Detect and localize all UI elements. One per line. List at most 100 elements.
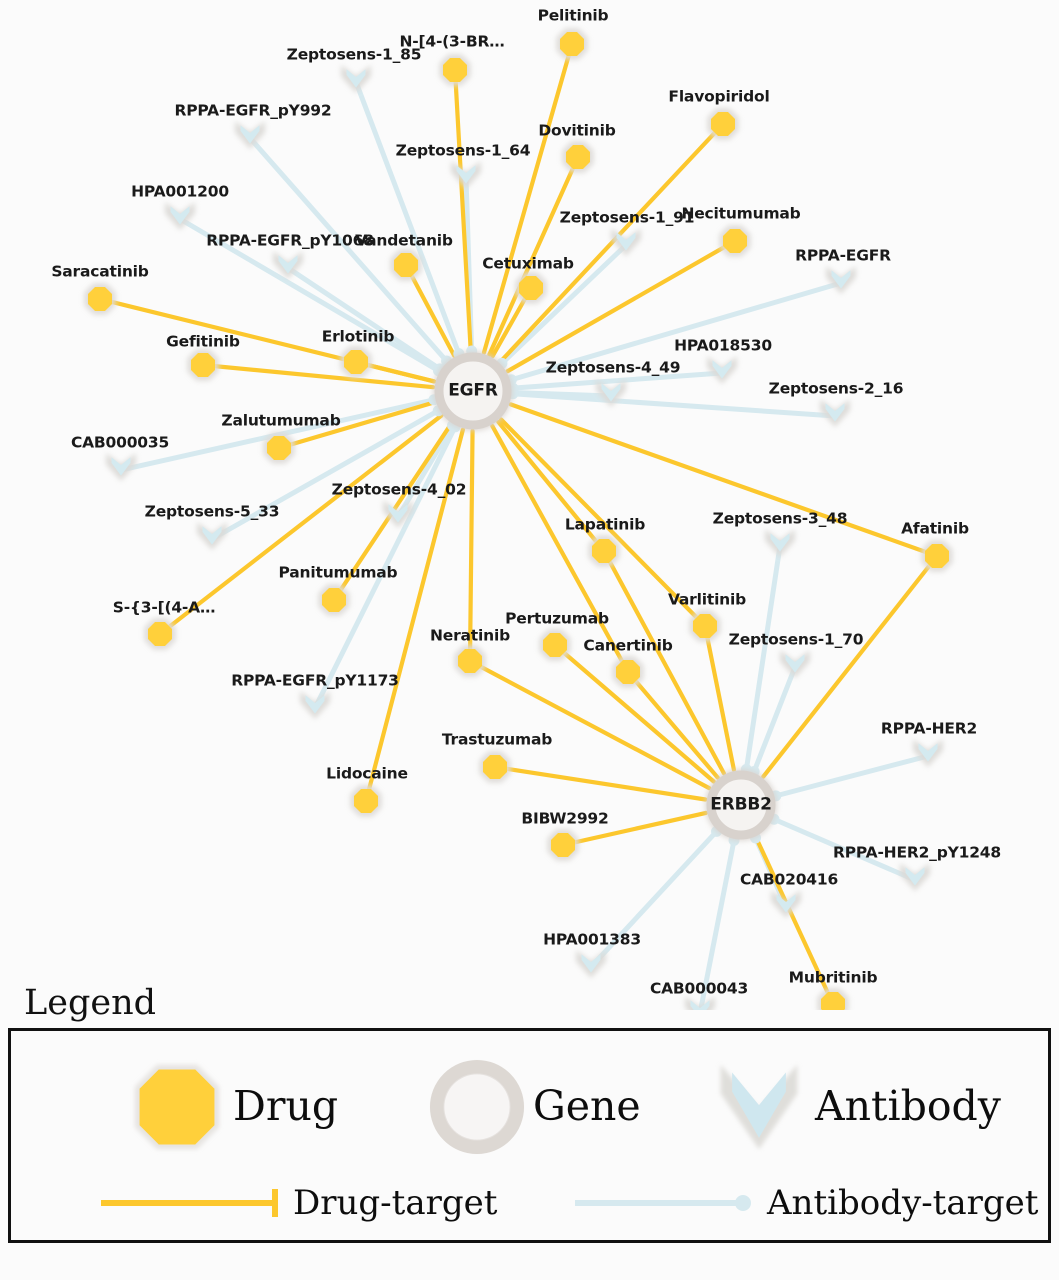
drug-node-octagon <box>692 613 718 639</box>
drug-node-octagon <box>559 31 585 57</box>
antibody-label: CAB000035 <box>70 433 170 452</box>
network-graph[interactable] <box>0 0 1059 1010</box>
drug-node[interactable] <box>187 349 219 381</box>
edge <box>601 548 727 776</box>
drug-node[interactable] <box>144 618 176 650</box>
nodes-layer <box>84 28 953 1010</box>
antibody-label: RPPA-EGFR_pY992 <box>174 101 332 120</box>
edge <box>560 810 708 848</box>
antibody-node[interactable] <box>451 161 481 189</box>
edge <box>498 121 726 364</box>
antibody-node[interactable] <box>576 950 606 978</box>
drug-node[interactable] <box>612 656 644 688</box>
drug-node[interactable] <box>350 785 382 817</box>
drug-label: BIBW2992 <box>521 809 609 828</box>
gene-node[interactable] <box>705 769 777 841</box>
edge <box>209 408 441 542</box>
antibody-node[interactable] <box>765 529 795 557</box>
drug-label: Cetuximab <box>482 254 574 273</box>
legend-item-antibody-target: Antibody-target <box>571 1183 1038 1223</box>
drug-node-octagon <box>190 352 216 378</box>
drug-octagon-icon <box>134 1064 220 1149</box>
antibody-node[interactable] <box>611 228 641 256</box>
antibody-node[interactable] <box>197 522 227 550</box>
antibody-node[interactable] <box>106 453 136 481</box>
gene-node[interactable] <box>433 351 513 431</box>
drug-node[interactable] <box>707 108 739 140</box>
drug-node[interactable] <box>817 988 849 1010</box>
gene-node-core <box>716 780 766 830</box>
drug-label: Neratinib <box>430 626 510 645</box>
antibody-node[interactable] <box>780 650 810 678</box>
antibody-node-chevron <box>776 894 796 913</box>
edge <box>743 543 783 772</box>
antibody-node-chevron <box>690 1000 710 1010</box>
edge <box>177 216 442 374</box>
drug-node[interactable] <box>921 540 953 572</box>
drug-node[interactable] <box>719 225 751 257</box>
antibody-node-chevron <box>616 232 636 251</box>
antibody-node-chevron <box>581 954 601 973</box>
edge <box>481 41 575 355</box>
drug-node[interactable] <box>547 829 579 861</box>
antibody-node[interactable] <box>235 121 265 149</box>
legend-item-drug-target: Drug-target <box>97 1183 497 1223</box>
drug-node[interactable] <box>479 751 511 783</box>
antibody-node[interactable] <box>383 500 413 528</box>
antibody-node[interactable] <box>900 863 930 891</box>
drug-label: Varlitinib <box>667 590 747 609</box>
antibody-node-chevron <box>240 125 260 144</box>
antibody-node[interactable] <box>273 251 303 279</box>
drug-node[interactable] <box>318 584 350 616</box>
edge <box>496 419 607 554</box>
legend-item-drug: Drug <box>129 1059 338 1155</box>
legend-item-gene: Gene <box>429 1059 641 1155</box>
antibody-node[interactable] <box>596 379 626 407</box>
drug-node[interactable] <box>263 432 295 464</box>
edge <box>761 553 940 779</box>
legend: Legend Drug Gene <box>0 985 1059 1243</box>
drug-node-octagon <box>147 621 173 647</box>
antibody-node-chevron <box>918 743 938 762</box>
antibody-node[interactable] <box>685 996 715 1010</box>
antibody-node[interactable] <box>300 691 330 719</box>
gene-label: ERBB2 <box>710 794 772 815</box>
antibody-node[interactable] <box>341 65 371 93</box>
legend-edges-row: Drug-target Antibody-target <box>11 1181 1048 1237</box>
drug-label: S-{3-[(4-A… <box>112 598 216 617</box>
drug-target-edge-icon <box>101 1188 278 1217</box>
drug-node[interactable] <box>390 249 422 281</box>
drug-node[interactable] <box>556 28 588 60</box>
drug-node[interactable] <box>689 610 721 642</box>
antibody-label: RPPA-EGFR <box>795 246 891 265</box>
antibody-node-chevron <box>111 457 131 476</box>
drug-node[interactable] <box>84 283 116 315</box>
drug-node-octagon <box>550 832 576 858</box>
antibody-label: Zeptosens-1_70 <box>728 630 864 649</box>
legend-shapes-row: Drug Gene Antibody <box>11 1057 1048 1167</box>
antibody-node[interactable] <box>707 356 737 384</box>
drug-node-octagon <box>565 144 591 170</box>
antibody-node[interactable] <box>771 890 801 918</box>
edge <box>363 427 465 804</box>
drug-node[interactable] <box>588 535 620 567</box>
drug-label: Panitumumab <box>278 563 398 582</box>
drug-label: Saracatinib <box>51 262 149 281</box>
antibody-node-chevron <box>456 165 476 184</box>
drug-node[interactable] <box>340 346 372 378</box>
drug-node[interactable] <box>454 645 486 677</box>
drug-node[interactable] <box>439 54 471 86</box>
edge <box>452 67 473 354</box>
antibody-node[interactable] <box>820 399 850 427</box>
antibody-label: RPPA-HER2 <box>880 719 978 738</box>
edge <box>754 835 836 1007</box>
edge <box>285 265 443 372</box>
drug-node[interactable] <box>562 141 594 173</box>
drug-node-octagon <box>321 587 347 613</box>
antibody-node[interactable] <box>165 202 195 230</box>
antibody-node[interactable] <box>913 739 943 767</box>
drug-node[interactable] <box>539 629 571 661</box>
drug-node-octagon <box>87 286 113 312</box>
drug-node[interactable] <box>515 272 547 304</box>
antibody-node[interactable] <box>826 266 856 294</box>
